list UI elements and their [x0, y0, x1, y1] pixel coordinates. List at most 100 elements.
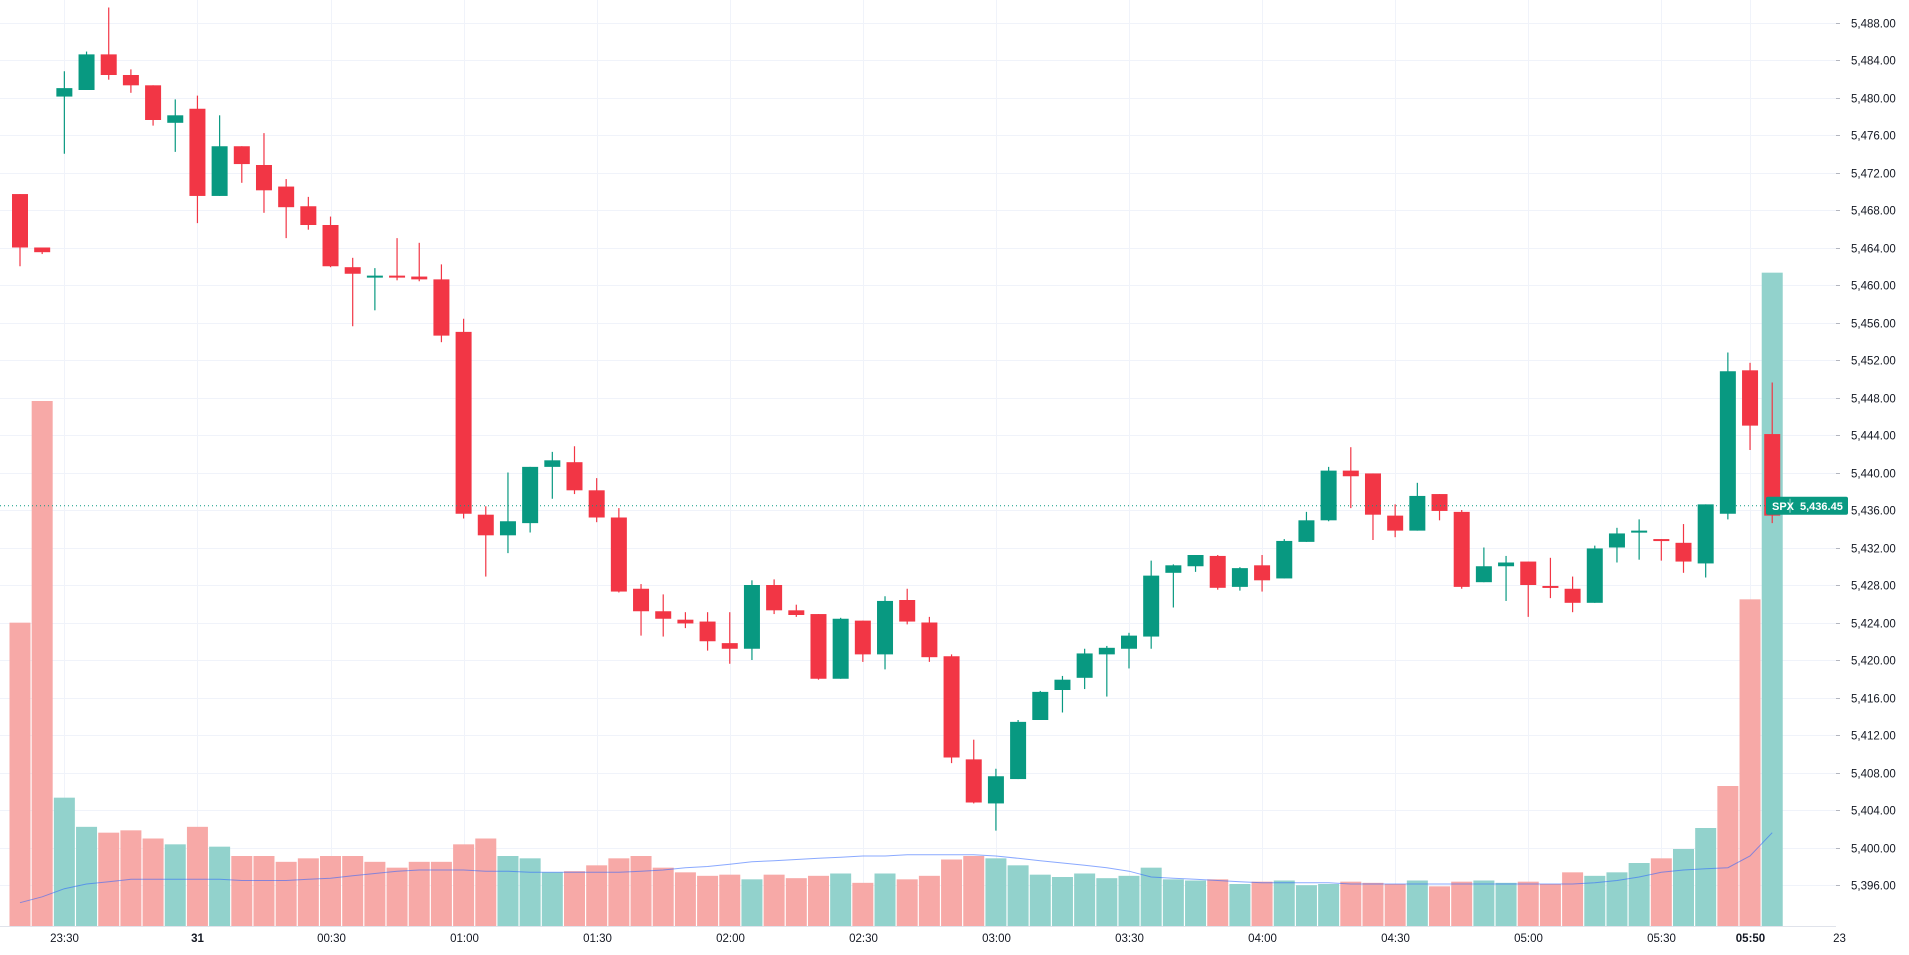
candle[interactable]: [699, 612, 716, 651]
volume-bar: [1096, 878, 1118, 926]
volume-bar: [1517, 881, 1539, 926]
price-pane[interactable]: [12, 7, 1781, 831]
candle[interactable]: [78, 51, 95, 90]
candle[interactable]: [233, 146, 250, 183]
candle[interactable]: [1387, 504, 1404, 538]
volume-bar: [1362, 882, 1384, 926]
candle[interactable]: [1054, 675, 1071, 713]
candle[interactable]: [1586, 545, 1603, 603]
candle[interactable]: [721, 612, 738, 664]
candle[interactable]: [255, 133, 272, 213]
volume-bar: [652, 867, 674, 926]
candle[interactable]: [1364, 473, 1381, 540]
candle[interactable]: [1719, 352, 1736, 520]
volume-bar: [320, 856, 342, 926]
candle[interactable]: [1254, 555, 1271, 592]
candle[interactable]: [1143, 560, 1160, 649]
candle[interactable]: [1121, 632, 1137, 669]
candle[interactable]: [1209, 555, 1226, 590]
candle[interactable]: [278, 179, 295, 239]
candle[interactable]: [1165, 564, 1182, 608]
price-axis[interactable]: 5,396.00 5,400.00 5,404.00 5,408.00 5,412.00…: [1836, 0, 1909, 926]
candle[interactable]: [743, 580, 760, 660]
candle[interactable]: [300, 196, 317, 230]
candle[interactable]: [544, 451, 561, 499]
candle[interactable]: [1742, 362, 1759, 450]
candle[interactable]: [943, 654, 960, 764]
candle[interactable]: [610, 508, 627, 593]
candle[interactable]: [655, 594, 672, 637]
candle[interactable]: [1032, 690, 1049, 720]
candle[interactable]: [877, 596, 894, 670]
candle[interactable]: [1498, 555, 1515, 601]
candle-body: [122, 75, 139, 86]
candle[interactable]: [1187, 555, 1204, 572]
candle[interactable]: [766, 579, 783, 615]
candle[interactable]: [145, 85, 162, 126]
candle[interactable]: [987, 768, 1004, 831]
candle[interactable]: [100, 7, 117, 80]
candle[interactable]: [167, 99, 184, 152]
candle[interactable]: [411, 242, 428, 282]
candle[interactable]: [854, 620, 871, 662]
candle[interactable]: [122, 69, 139, 93]
candle[interactable]: [1298, 511, 1315, 542]
volume-ma-line: [19, 832, 1773, 904]
candle[interactable]: [1409, 482, 1426, 531]
volume-bar: [364, 861, 386, 926]
candle[interactable]: [1453, 510, 1470, 589]
volume-bar: [98, 832, 120, 926]
candle[interactable]: [921, 616, 938, 662]
candle[interactable]: [1342, 447, 1359, 509]
candle[interactable]: [1675, 524, 1692, 573]
price-tick-label: 5,468.00: [1851, 206, 1896, 218]
candle[interactable]: [56, 71, 73, 154]
candle[interactable]: [1098, 645, 1115, 697]
candle[interactable]: [1520, 561, 1537, 617]
candle[interactable]: [810, 614, 827, 680]
candle[interactable]: [832, 617, 849, 679]
volume-bar: [918, 875, 940, 926]
candle-body: [56, 88, 73, 97]
candle[interactable]: [433, 264, 450, 343]
candle[interactable]: [1564, 576, 1581, 613]
candle[interactable]: [344, 257, 361, 327]
candle[interactable]: [1010, 720, 1027, 780]
candle[interactable]: [965, 739, 982, 804]
time-axis[interactable]: 23:30 31 00:30 01:00 01:30 02:00 02:30 03:00 03:…: [0, 926, 1846, 946]
candle[interactable]: [389, 238, 406, 281]
candle[interactable]: [477, 506, 494, 577]
candle[interactable]: [1653, 539, 1670, 561]
candle[interactable]: [1542, 557, 1559, 599]
candle[interactable]: [899, 588, 916, 625]
candle[interactable]: [322, 216, 339, 268]
candle-body: [1520, 561, 1537, 585]
candle[interactable]: [1431, 494, 1448, 521]
candle[interactable]: [1231, 567, 1248, 591]
candle[interactable]: [1697, 504, 1714, 578]
candle[interactable]: [499, 472, 516, 554]
candle[interactable]: [566, 446, 583, 495]
candle[interactable]: [366, 268, 383, 311]
candle[interactable]: [455, 318, 472, 519]
volume-bar: [430, 861, 452, 926]
candle[interactable]: [588, 478, 605, 523]
candle[interactable]: [522, 466, 539, 533]
candle[interactable]: [1631, 519, 1648, 560]
price-tick-label: 5,432.00: [1851, 544, 1896, 556]
candle[interactable]: [12, 194, 28, 267]
candle[interactable]: [1076, 648, 1093, 690]
candle[interactable]: [34, 247, 51, 255]
candle[interactable]: [1475, 547, 1492, 583]
candle[interactable]: [633, 584, 650, 636]
candle[interactable]: [1276, 539, 1293, 579]
candle[interactable]: [788, 604, 805, 617]
candle[interactable]: [189, 95, 206, 224]
candle[interactable]: [1608, 527, 1625, 563]
volume-bar: [785, 878, 807, 926]
candle[interactable]: [1320, 466, 1337, 522]
candle[interactable]: [211, 115, 228, 196]
candle[interactable]: [677, 612, 694, 629]
